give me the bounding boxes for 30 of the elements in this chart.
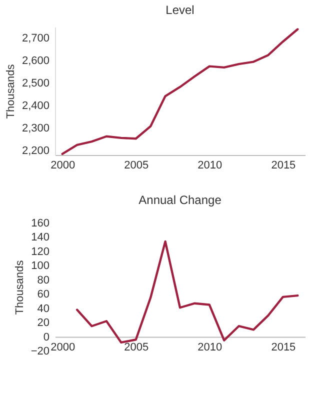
chart-title: Level <box>166 3 194 17</box>
x-tick-label: 2010 <box>198 341 222 354</box>
y-tick-label: 2,200 <box>22 145 50 158</box>
y-tick-label: 140 <box>31 232 50 244</box>
y-tick-label: 80 <box>37 274 50 286</box>
y-axis-title: Thousands <box>4 64 17 119</box>
y-axis-title: Thousands <box>14 260 26 315</box>
x-tick-label: 2000 <box>50 341 76 354</box>
x-tick-label: 2015 <box>271 341 296 354</box>
y-tick-label: 2,600 <box>22 55 50 68</box>
line-series <box>76 240 299 344</box>
y-tick-label: 100 <box>31 260 50 272</box>
y-tick-label: 2,400 <box>22 100 50 112</box>
x-tick-label: 2005 <box>124 160 149 172</box>
line-series <box>61 28 299 155</box>
y-tick-label: 0 <box>43 331 50 344</box>
y-tick-label: 60 <box>37 288 50 301</box>
y-tick-label: 2,500 <box>22 78 50 90</box>
y-tick-label: 20 <box>37 317 50 330</box>
y-tick-label: 2,700 <box>22 32 50 45</box>
y-tick-label: 120 <box>31 246 50 258</box>
y-tick-label: 160 <box>31 218 50 230</box>
y-tick-label: 40 <box>37 302 50 315</box>
chart-title: Annual Change <box>138 193 222 207</box>
x-tick-label: 2015 <box>271 160 296 172</box>
y-tick-label: 2,300 <box>22 122 50 135</box>
y-tick-label: −20 <box>30 346 50 358</box>
x-tick-label: 2000 <box>50 160 76 172</box>
x-tick-label: 2010 <box>198 160 222 172</box>
x-tick-label: 2005 <box>124 341 149 354</box>
